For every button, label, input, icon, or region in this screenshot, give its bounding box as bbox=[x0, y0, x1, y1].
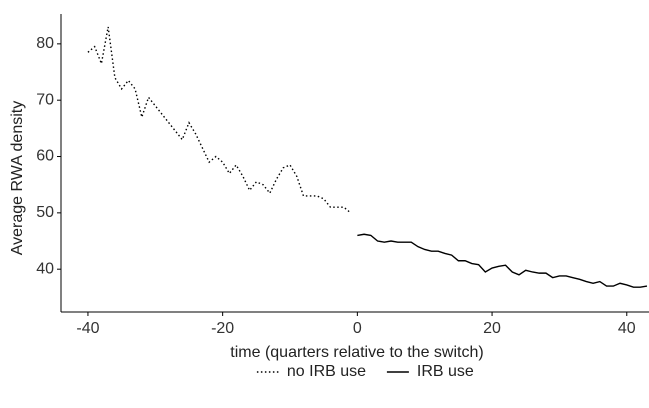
x-tick-label: 20 bbox=[483, 320, 501, 337]
y-tick-label: 80 bbox=[36, 35, 54, 52]
y-axis-label: Average RWA density bbox=[9, 101, 26, 255]
series-line bbox=[87, 26, 352, 214]
x-tick-label: 40 bbox=[618, 320, 636, 337]
y-tick-label: 50 bbox=[36, 204, 54, 221]
series-line bbox=[357, 233, 648, 288]
x-tick-label: 0 bbox=[353, 320, 362, 337]
y-tick-label: 70 bbox=[36, 91, 54, 108]
x-tick-label: -40 bbox=[76, 320, 99, 337]
legend-label: IRB use bbox=[417, 363, 474, 380]
x-axis-label: time (quarters relative to the switch) bbox=[230, 344, 483, 361]
y-tick-label: 60 bbox=[36, 148, 54, 165]
y-tick-label: 40 bbox=[36, 260, 54, 277]
x-tick-label: -20 bbox=[211, 320, 234, 337]
legend-label: no IRB use bbox=[287, 363, 366, 380]
